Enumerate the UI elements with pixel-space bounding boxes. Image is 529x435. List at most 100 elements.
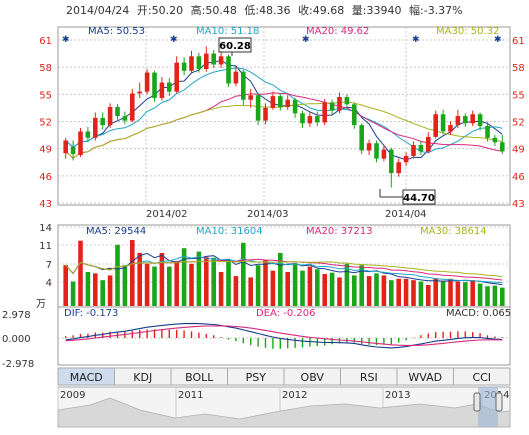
candle-body [211, 53, 216, 65]
tab-boll[interactable]: BOLL [170, 367, 228, 386]
macd-dif-legend: DIF: -0.173 [64, 308, 118, 319]
ma5-settings-icon[interactable]: ✱ [62, 35, 70, 45]
volume-bar [100, 280, 105, 306]
volume-bar [477, 283, 483, 306]
price-tick-left: 58 [39, 63, 52, 74]
tab-label: KDJ [133, 371, 152, 384]
ma20-settings-icon[interactable]: ✱ [302, 35, 310, 45]
price-tick-left: 61 [39, 36, 52, 47]
open-label: 开: [137, 4, 152, 17]
candle-body [418, 145, 424, 152]
price-legend-item: MA20: 49.62 [306, 26, 369, 37]
candle-body [100, 117, 105, 126]
price-legend: MA5: 50.53 MA10: 51.18 MA20: 49.62 MA30: 50… [88, 26, 499, 37]
price-tick-left: 52 [39, 118, 52, 129]
tab-background [453, 367, 511, 386]
volume-bar [426, 284, 431, 306]
volume-bar [270, 270, 276, 306]
ma10-settings-icon[interactable]: ✱ [170, 35, 178, 45]
volume-bar [292, 263, 298, 306]
volume-bar [315, 269, 320, 306]
volume-bar [485, 286, 490, 306]
volume-bar [115, 244, 120, 306]
candle-body [381, 149, 387, 159]
candle-body [78, 131, 83, 156]
macd-axis-bottom: -2.978 [2, 359, 34, 370]
volume-bar [366, 276, 372, 306]
volume-bar [322, 274, 327, 306]
candle-body [463, 116, 468, 124]
date-label-apr: 2014/04 [385, 209, 427, 220]
tab-kdj[interactable]: KDJ [114, 367, 172, 386]
ma10-line [65, 67, 503, 154]
tab-wvad[interactable]: WVAD [396, 367, 454, 386]
macd-dea-legend: DEA: -0.206 [256, 308, 315, 319]
price-tick-right: 58 [512, 63, 525, 74]
close-value: 49.68 [313, 4, 345, 17]
timeline-navigator[interactable]: 20092011201220132014 [57, 386, 511, 428]
tab-rsi[interactable]: RSI [340, 367, 398, 386]
price-tick-right: 52 [512, 118, 525, 129]
price-tick-left: 46 [39, 172, 52, 183]
macd-panel [57, 306, 511, 366]
volume-bar [381, 275, 387, 306]
volume-bar [189, 263, 194, 306]
tab-obv[interactable]: OBV [283, 367, 341, 386]
tab-label: BOLL [185, 371, 214, 384]
volume-bar [167, 266, 172, 306]
candle-body [233, 71, 239, 84]
timeline-year-label: 2011 [178, 390, 203, 401]
volume-value: 33940 [367, 4, 402, 17]
header-date: 2014/04/24 [66, 4, 129, 17]
timeline-right-handle[interactable] [495, 392, 503, 412]
timeline-left-handle[interactable] [473, 392, 481, 412]
low-label: 低: [244, 4, 259, 17]
low-annotation: 44.70 [379, 189, 436, 205]
candle-body [352, 104, 357, 126]
price-tick-left: 49 [39, 145, 52, 156]
macd-value-legend: MACD: 0.065 [446, 308, 511, 319]
volume-bar [248, 277, 253, 306]
candle-body [241, 71, 246, 100]
volume-legend: MA5: 29544 MA10: 31604 MA20: 37213 MA30: 38… [86, 226, 487, 237]
timeline-selection[interactable] [478, 387, 498, 427]
candles [63, 46, 505, 188]
candle-body [315, 116, 320, 123]
volume-axis: 14 11 7 4 [39, 223, 52, 289]
candle-body [366, 143, 372, 151]
volume-bar [204, 257, 209, 306]
tab-macd[interactable]: MACD [57, 367, 115, 386]
high-annotation-label: 60.28 [219, 41, 251, 52]
volume-bar [152, 266, 157, 306]
volume-bar [241, 242, 246, 306]
candle-body [389, 149, 394, 174]
tab-psy[interactable]: PSY [227, 367, 285, 386]
candle-body [70, 146, 76, 155]
change-label: 幅: [409, 4, 424, 17]
volume-bar [278, 252, 283, 306]
volume-bar [196, 251, 202, 306]
candle-body [204, 53, 209, 69]
legend-settings-icon[interactable]: ✱ [494, 35, 502, 45]
candle-body [152, 72, 157, 98]
tab-cci[interactable]: CCI [453, 367, 511, 386]
volume-bar [285, 272, 290, 306]
volume-bar [470, 280, 475, 306]
volume-tick: 14 [39, 223, 52, 234]
volume-bar [500, 287, 505, 306]
volume-bar [144, 263, 150, 306]
candle-body [329, 102, 335, 111]
close-label: 收: [298, 3, 313, 17]
high-value: 50.48 [205, 4, 237, 17]
ma30-settings-icon[interactable]: ✱ [412, 35, 420, 45]
volume-legend-item: MA30: 38614 [420, 226, 487, 237]
candle-body [426, 136, 431, 152]
volume-bar [70, 281, 76, 306]
timeline-year-label: 2013 [385, 390, 410, 401]
volume-bars [63, 240, 505, 306]
candle-body [270, 96, 276, 108]
candle-body [470, 114, 475, 124]
volume-legend-item: MA5: 29544 [86, 226, 146, 237]
macd-axis-top: 2.978 [2, 310, 31, 321]
